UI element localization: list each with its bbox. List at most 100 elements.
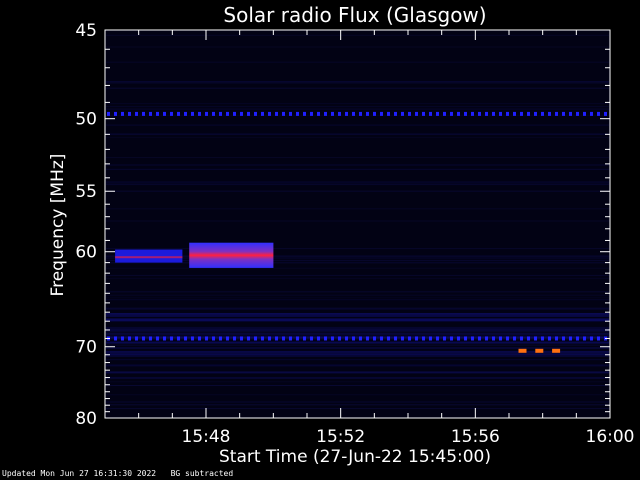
y-tick-label: 60 bbox=[75, 243, 97, 263]
rfi-69mhz bbox=[226, 336, 229, 341]
rfi-50mhz bbox=[170, 111, 173, 116]
background-channel bbox=[106, 330, 609, 332]
type-III-burst bbox=[189, 242, 274, 268]
background-channel bbox=[106, 103, 609, 105]
background-channel bbox=[106, 83, 609, 84]
background-channel bbox=[106, 350, 609, 353]
background-channel bbox=[106, 371, 609, 374]
background-channel bbox=[106, 164, 609, 166]
rfi-69mhz bbox=[191, 336, 194, 341]
background-channel bbox=[106, 341, 609, 344]
rfi-50mhz bbox=[282, 111, 285, 116]
plot-frame bbox=[104, 29, 611, 419]
rfi-69mhz bbox=[268, 336, 271, 341]
rfi-50mhz bbox=[541, 111, 544, 116]
rfi-69mhz bbox=[240, 336, 243, 341]
rfi-69mhz bbox=[373, 336, 376, 341]
background-channel bbox=[106, 124, 609, 126]
rfi-50mhz bbox=[492, 111, 495, 116]
y-tick-label: 50 bbox=[75, 110, 97, 130]
background-channel bbox=[106, 274, 609, 276]
rfi-69mhz bbox=[457, 336, 460, 341]
rfi-50mhz bbox=[198, 111, 201, 116]
rfi-69mhz bbox=[583, 336, 586, 341]
heatmap-layer bbox=[106, 34, 609, 410]
rfi-69mhz bbox=[247, 336, 250, 341]
rfi-69mhz bbox=[114, 336, 117, 341]
rfi-50mhz bbox=[464, 111, 467, 116]
rfi-50mhz bbox=[205, 111, 208, 116]
background-channel bbox=[106, 81, 609, 83]
background-channel bbox=[106, 319, 609, 322]
rfi-50mhz bbox=[352, 111, 355, 116]
rfi-69mhz bbox=[338, 336, 341, 341]
rfi-50mhz bbox=[240, 111, 243, 116]
rfi-69mhz bbox=[296, 336, 299, 341]
rfi-50mhz bbox=[576, 111, 579, 116]
rfi-69mhz bbox=[513, 336, 516, 341]
rfi-50mhz bbox=[156, 111, 159, 116]
background-channel bbox=[106, 332, 609, 335]
rfi-50mhz bbox=[149, 111, 152, 116]
rfi-69mhz bbox=[142, 336, 145, 341]
rfi-69mhz bbox=[219, 336, 222, 341]
rfi-50mhz bbox=[212, 111, 215, 116]
rfi-50mhz bbox=[338, 111, 341, 116]
background-channel bbox=[106, 353, 609, 355]
early-emission bbox=[115, 249, 183, 263]
rfi-69mhz bbox=[471, 336, 474, 341]
background-channel bbox=[106, 318, 609, 320]
background-channel bbox=[106, 157, 609, 159]
x-tick-label: 15:48 bbox=[182, 427, 231, 447]
rfi-50mhz bbox=[310, 111, 313, 116]
bg-note: BG subtracted bbox=[170, 469, 234, 478]
rfi-69mhz bbox=[555, 336, 558, 341]
rfi-50mhz bbox=[359, 111, 362, 116]
rfi-50mhz bbox=[471, 111, 474, 116]
plot-area bbox=[105, 30, 610, 418]
background-channel bbox=[106, 46, 609, 48]
rfi-50mhz bbox=[107, 111, 110, 116]
rfi-69mhz bbox=[548, 336, 551, 341]
rfi-50mhz bbox=[429, 111, 432, 116]
rfi-69mhz bbox=[205, 336, 208, 341]
rfi-50mhz bbox=[380, 111, 383, 116]
rfi-50mhz bbox=[289, 111, 292, 116]
rfi-50mhz bbox=[345, 111, 348, 116]
rfi-50mhz bbox=[527, 111, 530, 116]
y-tick-label: 55 bbox=[75, 182, 97, 202]
rfi-69mhz bbox=[345, 336, 348, 341]
rfi-50mhz bbox=[366, 111, 369, 116]
rfi-50mhz bbox=[485, 111, 488, 116]
rfi-69mhz bbox=[569, 336, 572, 341]
rfi-50mhz bbox=[408, 111, 411, 116]
rfi-69mhz bbox=[163, 336, 166, 341]
early-emission-core bbox=[115, 256, 183, 259]
x-axis-label: Start Time (27-Jun-22 15:45:00) bbox=[219, 447, 491, 467]
background-channel bbox=[106, 308, 609, 310]
rfi-50mhz bbox=[562, 111, 565, 116]
background-channel bbox=[106, 277, 609, 279]
rfi-69mhz bbox=[177, 336, 180, 341]
rfi-69mhz bbox=[394, 336, 397, 341]
rfi-50mhz bbox=[373, 111, 376, 116]
background-channel bbox=[106, 190, 609, 192]
x-tick-label: 15:56 bbox=[451, 427, 500, 447]
rfi-50mhz bbox=[422, 111, 425, 116]
rfi-50mhz bbox=[135, 111, 138, 116]
rfi-69mhz bbox=[429, 336, 432, 341]
rfi-50mhz bbox=[233, 111, 236, 116]
background-channel bbox=[106, 404, 609, 406]
rfi-50mhz bbox=[415, 111, 418, 116]
background-channel bbox=[106, 335, 609, 338]
rfi-69mhz bbox=[310, 336, 313, 341]
rfi-50mhz bbox=[121, 111, 124, 116]
rfi-50mhz bbox=[597, 111, 600, 116]
rfi-50mhz bbox=[317, 111, 320, 116]
background-channel bbox=[106, 81, 609, 83]
rfi-69mhz bbox=[184, 336, 187, 341]
rfi-50mhz bbox=[583, 111, 586, 116]
background-channel bbox=[106, 394, 609, 396]
footer: Updated Mon Jun 27 16:31:30 2022 BG subt… bbox=[2, 469, 233, 478]
rfi-50mhz bbox=[219, 111, 222, 116]
